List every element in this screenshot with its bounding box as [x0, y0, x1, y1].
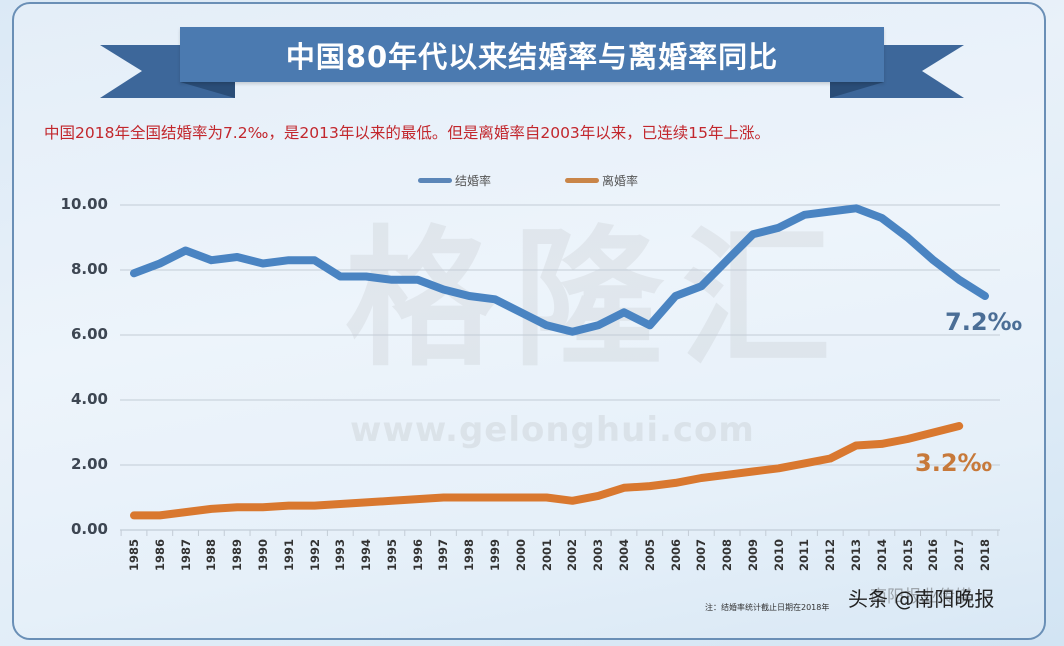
x-tick-label: 2009 [745, 539, 760, 572]
x-tick-label: 2008 [720, 539, 735, 572]
legend-item-divorce: 离婚率 [565, 172, 638, 189]
x-tick-label: 1995 [384, 539, 399, 572]
y-tick-10: 10.00 [60, 195, 108, 213]
x-tick-label: 1985 [127, 539, 141, 572]
x-tick-label: 2010 [771, 539, 786, 572]
x-tick-label: 2011 [797, 539, 812, 572]
y-tick-0: 0.00 [70, 520, 108, 538]
y-tick-2: 2.00 [70, 455, 108, 473]
x-tick-label: 1987 [178, 539, 193, 572]
x-tick-label: 1997 [436, 539, 451, 572]
x-tick-label: 2001 [539, 539, 554, 572]
x-tick-label: 1993 [333, 539, 348, 572]
x-tick-label: 2012 [823, 539, 838, 572]
marriage-rate-line [130, 204, 989, 336]
x-tick-label: 2002 [565, 539, 580, 572]
x-tick-label: 1988 [204, 539, 219, 572]
source-overlay-text: 南阳报业传媒 [870, 587, 972, 607]
x-tick-label: 2003 [591, 539, 606, 572]
divorce-rate-line [130, 422, 964, 520]
x-tick-label: 2018 [978, 539, 992, 572]
x-tick-label: 1989 [230, 539, 245, 572]
watermark-logo: 格隆汇 [345, 213, 850, 387]
x-tick-label: 2016 [926, 539, 941, 572]
annotation-marriage-end: 7.2‰ [945, 308, 1023, 336]
x-tick-label: 2004 [616, 539, 631, 572]
x-tick-label: 2015 [900, 539, 915, 572]
x-tick-label: 2017 [952, 539, 967, 572]
watermark-url: www.gelonghui.com [350, 410, 755, 450]
chart-subtitle: 中国2018年全国结婚率为7.2‰，是2013年以来的最低。但是离婚率自2003… [44, 124, 771, 142]
x-tick-label: 2013 [849, 539, 864, 572]
x-tick-label: 1999 [488, 539, 503, 572]
x-tick-label: 2014 [874, 539, 889, 572]
x-tick-label: 2006 [668, 539, 683, 572]
legend-item-marriage: 结婚率 [418, 172, 491, 189]
y-tick-6: 6.00 [70, 325, 108, 343]
x-tick-label: 1986 [152, 539, 167, 572]
x-tick-label: 1991 [281, 539, 296, 572]
x-tick-label: 1998 [462, 539, 477, 572]
source-attribution: 头条 @南阳晚报 [848, 587, 995, 611]
legend-swatch-marriage [418, 178, 452, 183]
x-tick-label: 2005 [642, 539, 657, 572]
x-tick-label: 2007 [694, 539, 709, 572]
legend: 结婚率 离婚率 [0, 172, 1064, 190]
y-tick-8: 8.00 [70, 260, 108, 278]
footnote: 注：结婚率统计截止日期在2018年 [705, 603, 830, 612]
legend-label-divorce: 离婚率 [602, 174, 639, 188]
x-tick-label: 1996 [410, 539, 425, 572]
x-tick-label: 2000 [513, 539, 528, 572]
infographic-frame [12, 2, 1046, 640]
x-tick-label: 1994 [359, 539, 374, 572]
chart-title: 中国80年代以来结婚率与离婚率同比 [180, 27, 884, 82]
x-tick-label: 1990 [255, 539, 270, 572]
legend-swatch-divorce [565, 178, 599, 183]
legend-label-marriage: 结婚率 [455, 174, 492, 188]
annotation-divorce-end: 3.2‰ [915, 449, 993, 477]
x-tick-label: 1992 [307, 539, 322, 572]
y-tick-4: 4.00 [70, 390, 108, 408]
